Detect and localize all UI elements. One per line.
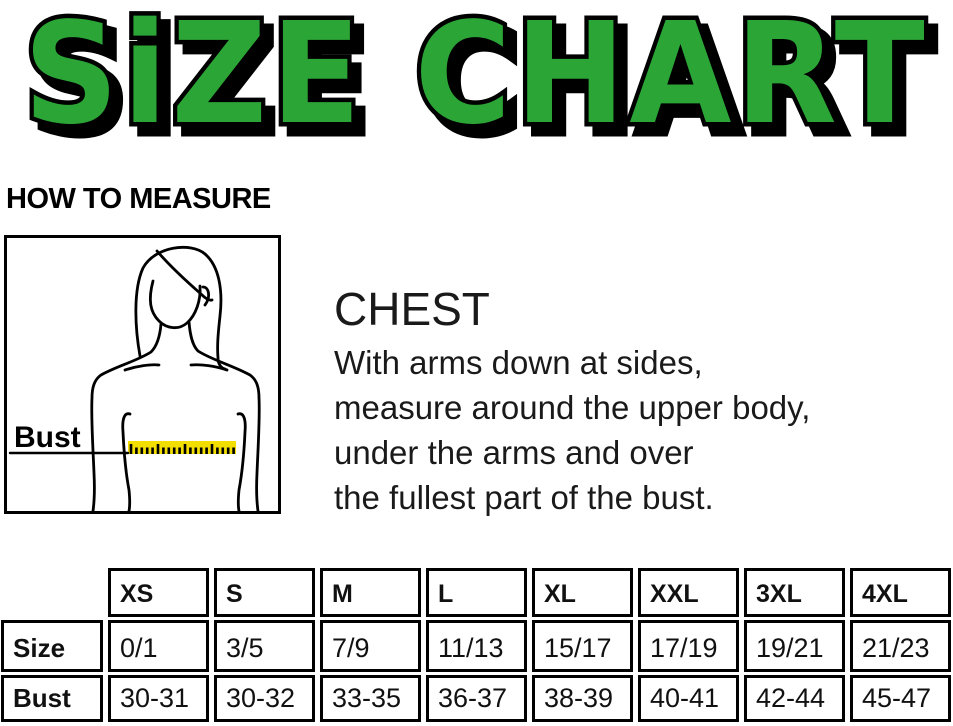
chest-instruction-line: the fullest part of the bust.	[334, 479, 714, 516]
right-torso-line	[236, 412, 247, 511]
column-header-xs: XS	[108, 568, 209, 617]
left-torso-line	[121, 412, 132, 511]
table-cell: 40-41	[638, 675, 739, 722]
how-to-measure-heading: HOW TO MEASURE	[6, 183, 271, 215]
table-cell: 19/21	[744, 620, 845, 672]
body-outline-illustration: Bust	[8, 246, 261, 511]
measurement-figure-box: Bust	[4, 235, 281, 514]
column-header-m: M	[320, 568, 421, 617]
column-header-s: S	[214, 568, 315, 617]
table-cell: 15/17	[532, 620, 633, 672]
row-label-bust: Bust	[1, 675, 103, 722]
right-shoulder-arm-line	[187, 320, 261, 511]
table-cell: 33-35	[320, 675, 421, 722]
table-cell: 42-44	[744, 675, 845, 722]
chest-instruction-line: under the arms and over	[334, 434, 694, 471]
left-shoulder-arm-line	[90, 322, 163, 511]
column-header-xxl: XXL	[638, 568, 739, 617]
table-cell: 0/1	[108, 620, 209, 672]
table-cell: 11/13	[426, 620, 527, 672]
chest-instruction-line: measure around the upper body,	[334, 389, 811, 426]
page-title: SiZE CHART SiZE CHART	[19, 0, 939, 168]
table-cell: 45-47	[850, 675, 951, 722]
ear-outline	[201, 285, 210, 307]
hair-outline	[134, 246, 227, 371]
column-header-4xl: 4XL	[850, 568, 951, 617]
table-cell: 7/9	[320, 620, 421, 672]
page-title-text: SiZE CHART	[24, 0, 929, 156]
measuring-tape	[128, 441, 236, 454]
table-cell: 21/23	[850, 620, 951, 672]
measuring-tape-ticks	[129, 444, 235, 454]
bust-label: Bust	[14, 421, 81, 454]
chest-instructions: CHEST With arms down at sides, measure a…	[334, 284, 949, 520]
column-header-l: L	[426, 568, 527, 617]
table-cell: 30-32	[214, 675, 315, 722]
column-header-3xl: 3XL	[744, 568, 845, 617]
chest-heading: CHEST	[334, 283, 490, 335]
table-cell: 38-39	[532, 675, 633, 722]
table-cell: 36-37	[426, 675, 527, 722]
page-title-shadow-text: SiZE CHART	[33, 2, 938, 165]
column-header-xl: XL	[532, 568, 633, 617]
table-cell: 3/5	[214, 620, 315, 672]
table-cell: 30-31	[108, 675, 209, 722]
table-corner-empty-cell	[1, 568, 103, 617]
hair-bang-line	[155, 249, 214, 302]
right-collarbone-line	[189, 363, 229, 372]
face-outline	[148, 279, 202, 330]
row-label-size: Size	[1, 620, 103, 672]
chest-instruction-line: With arms down at sides,	[334, 344, 703, 381]
left-collarbone-line	[123, 363, 161, 372]
size-table: XS S M L XL XXL 3XL 4XL Size 0/1 3/5 7/9…	[1, 568, 951, 722]
table-cell: 17/19	[638, 620, 739, 672]
